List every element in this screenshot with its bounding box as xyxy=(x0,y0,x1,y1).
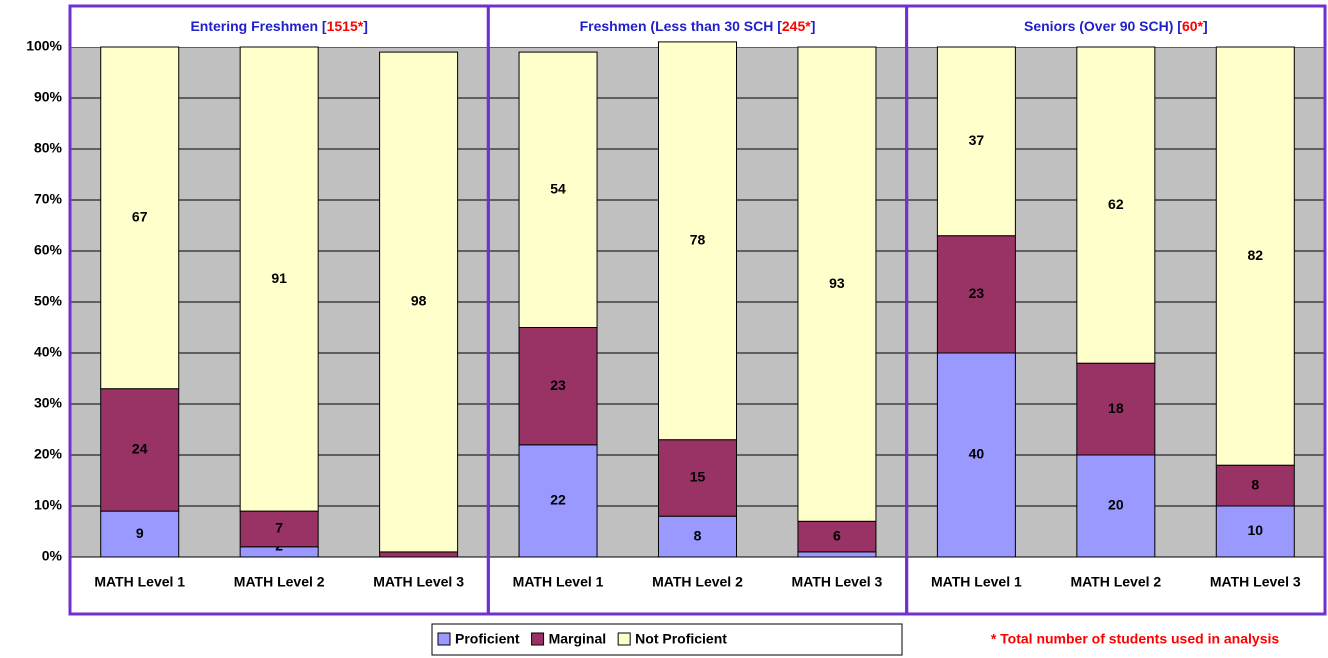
panel-title: Freshmen (Less than 30 SCH [245*] xyxy=(580,18,816,34)
bar-segment xyxy=(100,510,180,558)
data-label: 93 xyxy=(829,275,845,291)
bar-segment xyxy=(518,51,598,328)
y-tick-label: 0% xyxy=(42,548,63,564)
x-tick-label: MATH Level 3 xyxy=(792,574,883,590)
legend-swatch xyxy=(437,632,451,646)
data-label: 37 xyxy=(969,132,985,148)
bar-segment xyxy=(797,46,877,522)
bar-segment xyxy=(379,51,459,553)
bar-segment xyxy=(239,46,319,512)
panel-title-part: ] xyxy=(1203,18,1208,34)
bar-segment xyxy=(658,515,737,558)
panel-title-part: 1515* xyxy=(327,18,364,34)
footnote: * Total number of students used in analy… xyxy=(991,631,1280,647)
bar-segment xyxy=(936,352,1016,558)
bar-segment xyxy=(1076,46,1156,364)
panel-header xyxy=(906,8,1325,47)
y-tick-label: 60% xyxy=(34,242,63,258)
y-tick-label: 90% xyxy=(34,89,63,105)
y-tick-label: 20% xyxy=(34,446,63,462)
bar-segment xyxy=(658,41,737,441)
panel-title-part: Freshmen (Less than 30 SCH [ xyxy=(580,18,783,34)
bar-segment xyxy=(518,327,598,446)
y-tick-label: 70% xyxy=(34,191,63,207)
legend-label: Marginal xyxy=(549,631,607,647)
data-label: 6 xyxy=(833,527,841,543)
x-tick-label: MATH Level 2 xyxy=(234,574,325,590)
data-label: 23 xyxy=(550,377,566,393)
x-tick-label: MATH Level 3 xyxy=(1210,574,1301,590)
bar-segment xyxy=(518,444,598,558)
panel-header xyxy=(488,8,907,47)
panel-title-part: Seniors (Over 90 SCH) [ xyxy=(1024,18,1182,34)
bar-segment xyxy=(797,520,877,553)
data-label: 8 xyxy=(1251,476,1259,492)
legend-swatch xyxy=(531,632,545,646)
data-label: 78 xyxy=(690,232,706,248)
panel-title-part: Entering Freshmen [ xyxy=(190,18,326,34)
data-label: 82 xyxy=(1247,247,1263,263)
data-label: 23 xyxy=(969,285,985,301)
panel-title-part: ] xyxy=(811,18,816,34)
bar-segment xyxy=(658,439,737,517)
legend-label: Proficient xyxy=(455,631,520,647)
bar-segment xyxy=(936,46,1016,237)
data-label: 8 xyxy=(694,527,702,543)
data-label: 18 xyxy=(1108,400,1124,416)
panel-title: Seniors (Over 90 SCH) [60*] xyxy=(1024,18,1208,34)
data-label: 7 xyxy=(275,520,283,536)
x-tick-label: MATH Level 2 xyxy=(652,574,743,590)
panel-border xyxy=(905,4,1327,616)
data-label: 10 xyxy=(1247,522,1263,538)
data-label: 62 xyxy=(1108,196,1124,212)
legend-swatch xyxy=(617,632,631,646)
x-tick-label: MATH Level 1 xyxy=(931,574,1022,590)
x-tick-label: MATH Level 1 xyxy=(513,574,604,590)
x-tick-label: MATH Level 2 xyxy=(1070,574,1161,590)
legend-box xyxy=(431,623,903,656)
data-label: 20 xyxy=(1108,497,1124,513)
panel-title-part: ] xyxy=(363,18,368,34)
x-tick-label: MATH Level 1 xyxy=(94,574,185,590)
panel-header xyxy=(70,8,489,47)
data-label: 9 xyxy=(136,525,144,541)
legend-label: Not Proficient xyxy=(635,631,727,647)
bar-segment xyxy=(100,388,180,512)
panel-title-part: 60* xyxy=(1182,18,1204,34)
bar-segment xyxy=(1076,362,1156,456)
data-label: 54 xyxy=(550,181,566,197)
data-label: 22 xyxy=(550,492,566,508)
data-label: 67 xyxy=(132,209,148,225)
y-tick-label: 10% xyxy=(34,497,63,513)
x-tick-label: MATH Level 3 xyxy=(373,574,464,590)
bar-segment xyxy=(1215,505,1295,558)
data-label: 24 xyxy=(132,441,148,457)
data-label: 98 xyxy=(411,293,427,309)
bar-segment xyxy=(1215,464,1295,507)
y-tick-label: 40% xyxy=(34,344,63,360)
bar-segment xyxy=(1076,454,1156,558)
y-tick-label: 80% xyxy=(34,140,63,156)
data-label: 91 xyxy=(271,270,287,286)
data-label: 15 xyxy=(690,469,706,485)
data-label: 40 xyxy=(969,446,985,462)
panel-title-part: 245* xyxy=(782,18,811,34)
panel-title: Entering Freshmen [1515*] xyxy=(190,18,367,34)
y-tick-label: 100% xyxy=(26,38,62,54)
y-tick-label: 30% xyxy=(34,395,63,411)
bar-segment xyxy=(100,46,180,390)
bar-segment xyxy=(1215,46,1295,466)
y-tick-label: 50% xyxy=(34,293,63,309)
bar-segment xyxy=(936,235,1016,354)
